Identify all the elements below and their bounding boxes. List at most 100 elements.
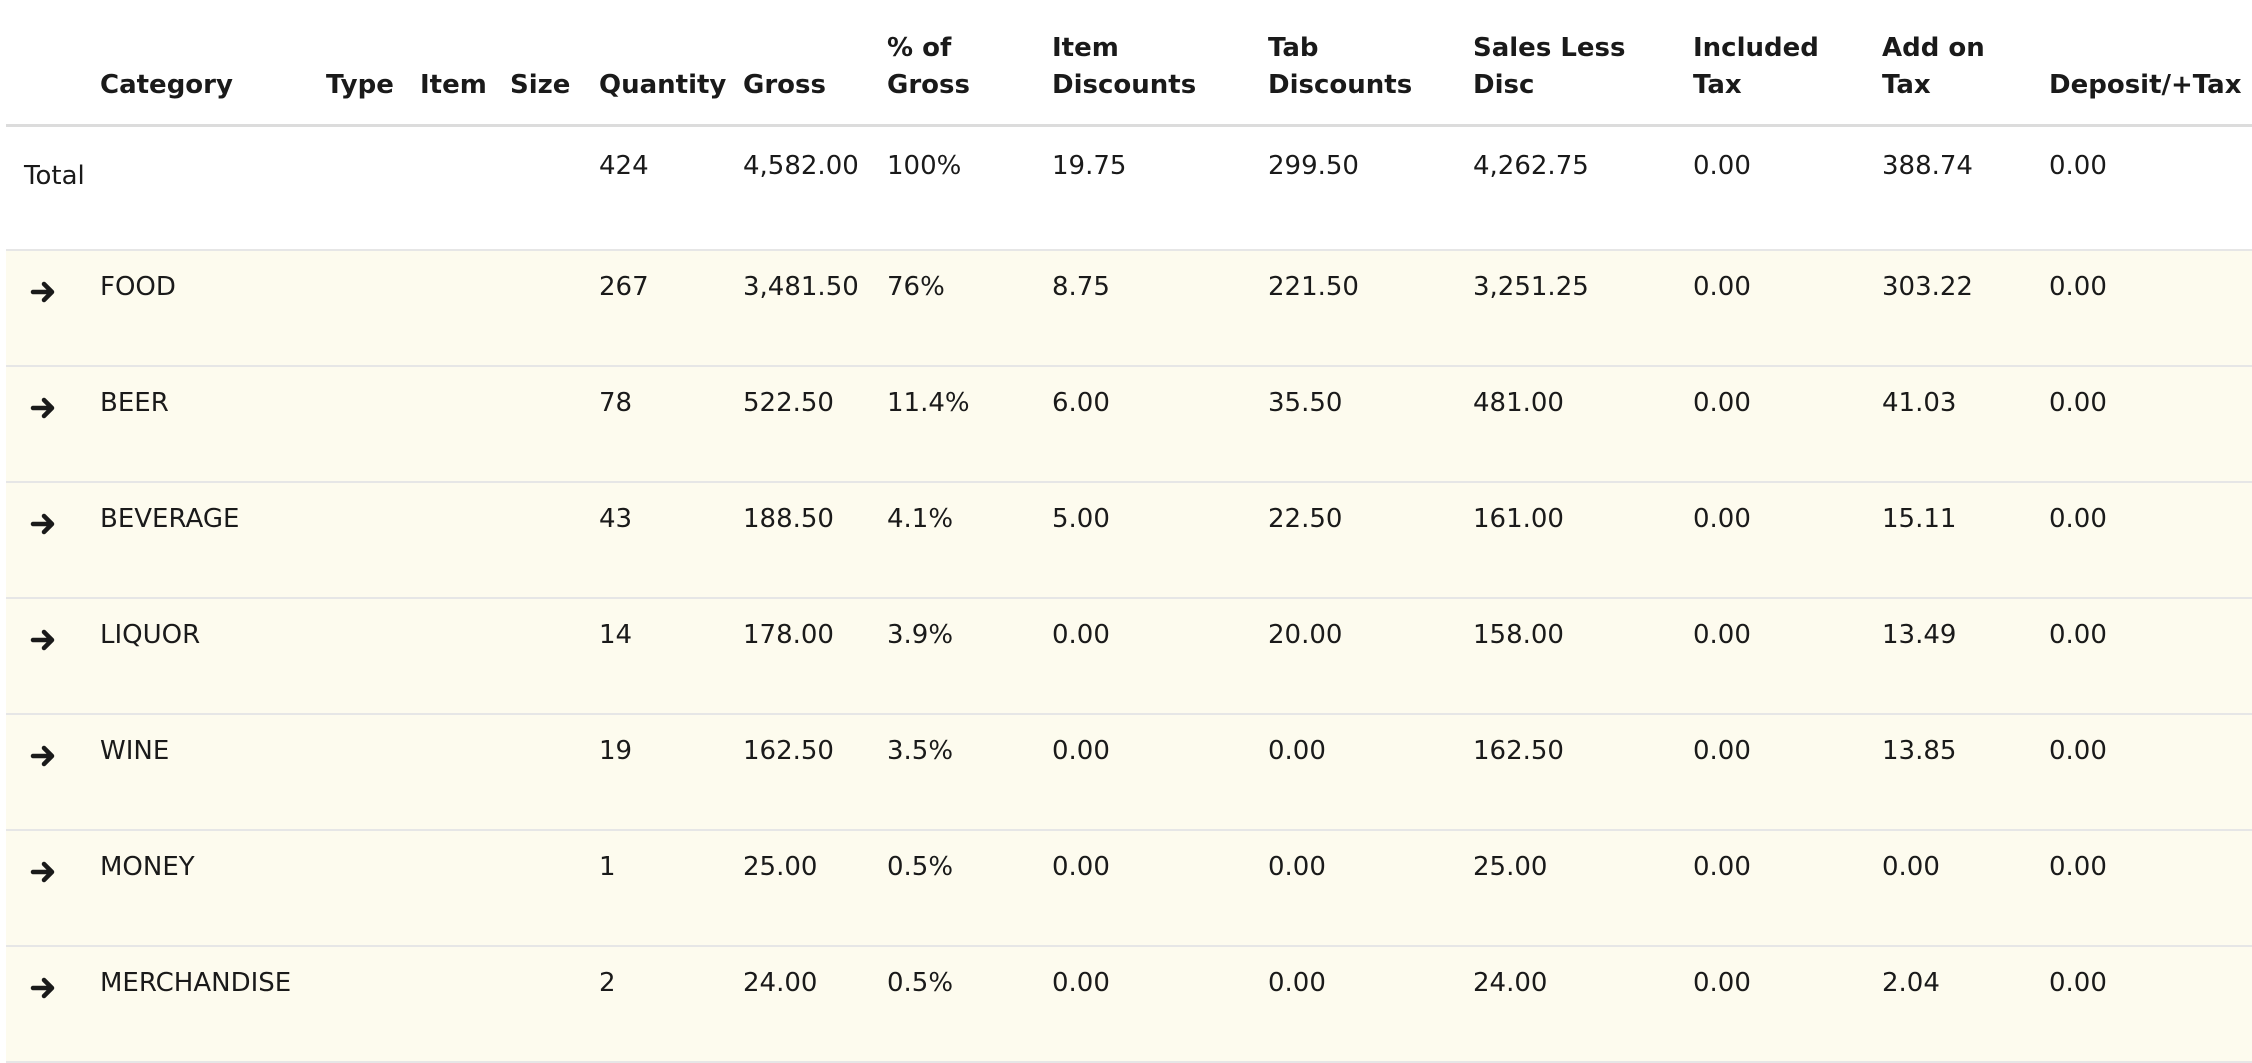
header-sales-less-disc[interactable]: Sales Less Disc — [1473, 0, 1693, 127]
included-tax-cell: 0.00 — [1693, 830, 1882, 947]
item-discounts-cell: 0.00 — [1052, 946, 1268, 1063]
item-cell — [420, 830, 510, 947]
pct-gross-cell: 3.9% — [887, 598, 1052, 715]
header-category[interactable]: Category — [100, 0, 326, 127]
size-cell — [510, 250, 599, 367]
deposit-tax-cell: 0.00 — [2049, 482, 2252, 599]
header-included-tax-line2: Tax — [1693, 70, 1742, 100]
total-add-on-tax: 388.74 — [1882, 125, 2049, 251]
sales-less-disc-cell: 161.00 — [1473, 482, 1693, 599]
expand-toggle[interactable] — [6, 598, 100, 715]
category-row-liquor[interactable]: LIQUOR 14 178.00 3.9% 0.00 20.00 158.00 … — [6, 598, 2252, 715]
item-discounts-cell: 0.00 — [1052, 598, 1268, 715]
included-tax-cell: 0.00 — [1693, 714, 1882, 831]
header-sales-less-disc-line1: Sales Less — [1473, 33, 1626, 63]
tab-discounts-cell: 0.00 — [1268, 714, 1473, 831]
item-cell — [420, 366, 510, 483]
header-gross[interactable]: Gross — [743, 0, 887, 127]
size-cell — [510, 830, 599, 947]
category-name: WINE — [100, 714, 326, 831]
header-size[interactable]: Size — [510, 0, 599, 127]
arrow-right-icon — [30, 277, 60, 307]
expand-toggle[interactable] — [6, 946, 100, 1063]
type-cell — [326, 598, 420, 715]
expand-toggle[interactable] — [6, 250, 100, 367]
category-report: Category Type Item Size Quantity Gross %… — [6, 0, 2252, 1063]
included-tax-cell: 0.00 — [1693, 250, 1882, 367]
item-discounts-cell: 0.00 — [1052, 830, 1268, 947]
quantity-cell: 78 — [599, 366, 743, 483]
add-on-tax-cell: 41.03 — [1882, 366, 2049, 483]
total-label: Total — [6, 125, 326, 251]
item-cell — [420, 946, 510, 1063]
category-name: BEER — [100, 366, 326, 483]
category-name: MONEY — [100, 830, 326, 947]
header-add-on-tax[interactable]: Add on Tax — [1882, 0, 2049, 127]
category-row-merchandise[interactable]: MERCHANDISE 2 24.00 0.5% 0.00 0.00 24.00… — [6, 946, 2252, 1063]
header-add-on-tax-line1: Add on — [1882, 33, 1985, 63]
expand-toggle[interactable] — [6, 366, 100, 483]
size-cell — [510, 366, 599, 483]
expand-toggle[interactable] — [6, 482, 100, 599]
header-included-tax[interactable]: Included Tax — [1693, 0, 1882, 127]
included-tax-cell: 0.00 — [1693, 482, 1882, 599]
header-type[interactable]: Type — [326, 0, 420, 127]
add-on-tax-cell: 0.00 — [1882, 830, 2049, 947]
header-item-discounts[interactable]: Item Discounts — [1052, 0, 1268, 127]
quantity-cell: 2 — [599, 946, 743, 1063]
pct-gross-cell: 0.5% — [887, 830, 1052, 947]
expand-toggle[interactable] — [6, 714, 100, 831]
arrow-right-icon — [30, 625, 60, 655]
total-size — [510, 125, 599, 251]
item-cell — [420, 598, 510, 715]
header-pct-gross[interactable]: % of Gross — [887, 0, 1052, 127]
category-name: LIQUOR — [100, 598, 326, 715]
category-name: FOOD — [100, 250, 326, 367]
total-item — [420, 125, 510, 251]
item-discounts-cell: 8.75 — [1052, 250, 1268, 367]
included-tax-cell: 0.00 — [1693, 946, 1882, 1063]
pct-gross-cell: 11.4% — [887, 366, 1052, 483]
header-quantity[interactable]: Quantity — [599, 0, 743, 127]
header-item-discounts-line1: Item — [1052, 33, 1119, 63]
sales-less-disc-cell: 158.00 — [1473, 598, 1693, 715]
sales-less-disc-cell: 3,251.25 — [1473, 250, 1693, 367]
category-row-beverage[interactable]: BEVERAGE 43 188.50 4.1% 5.00 22.50 161.0… — [6, 482, 2252, 599]
category-row-money[interactable]: MONEY 1 25.00 0.5% 0.00 0.00 25.00 0.00 … — [6, 830, 2252, 947]
sales-by-category-table: Category Type Item Size Quantity Gross %… — [6, 0, 2252, 1063]
sales-less-disc-cell: 25.00 — [1473, 830, 1693, 947]
size-cell — [510, 482, 599, 599]
expand-toggle[interactable] — [6, 830, 100, 947]
header-item[interactable]: Item — [420, 0, 510, 127]
tab-discounts-cell: 221.50 — [1268, 250, 1473, 367]
add-on-tax-cell: 2.04 — [1882, 946, 2049, 1063]
total-sales-less-disc: 4,262.75 — [1473, 125, 1693, 251]
header-tab-discounts[interactable]: Tab Discounts — [1268, 0, 1473, 127]
header-included-tax-line1: Included — [1693, 33, 1819, 63]
total-pct-gross: 100% — [887, 125, 1052, 251]
category-row-beer[interactable]: BEER 78 522.50 11.4% 6.00 35.50 481.00 0… — [6, 366, 2252, 483]
quantity-cell: 14 — [599, 598, 743, 715]
deposit-tax-cell: 0.00 — [2049, 714, 2252, 831]
arrow-right-icon — [30, 857, 60, 887]
item-cell — [420, 482, 510, 599]
category-row-food[interactable]: FOOD 267 3,481.50 76% 8.75 221.50 3,251.… — [6, 250, 2252, 367]
gross-cell: 24.00 — [743, 946, 887, 1063]
type-cell — [326, 714, 420, 831]
header-item-discounts-line2: Discounts — [1052, 70, 1197, 100]
arrow-right-icon — [30, 973, 60, 1003]
sales-less-disc-cell: 162.50 — [1473, 714, 1693, 831]
header-tab-discounts-line2: Discounts — [1268, 70, 1413, 100]
category-name: BEVERAGE — [100, 482, 326, 599]
gross-cell: 188.50 — [743, 482, 887, 599]
total-included-tax: 0.00 — [1693, 125, 1882, 251]
tab-discounts-cell: 0.00 — [1268, 830, 1473, 947]
add-on-tax-cell: 13.49 — [1882, 598, 2049, 715]
header-deposit-tax[interactable]: Deposit/+Tax — [2049, 0, 2252, 127]
header-tab-discounts-line1: Tab — [1268, 33, 1319, 63]
size-cell — [510, 714, 599, 831]
total-deposit-tax: 0.00 — [2049, 125, 2252, 251]
category-row-wine[interactable]: WINE 19 162.50 3.5% 0.00 0.00 162.50 0.0… — [6, 714, 2252, 831]
item-cell — [420, 714, 510, 831]
table-body: Total 424 4,582.00 100% 19.75 299.50 4,2… — [6, 125, 2252, 1063]
